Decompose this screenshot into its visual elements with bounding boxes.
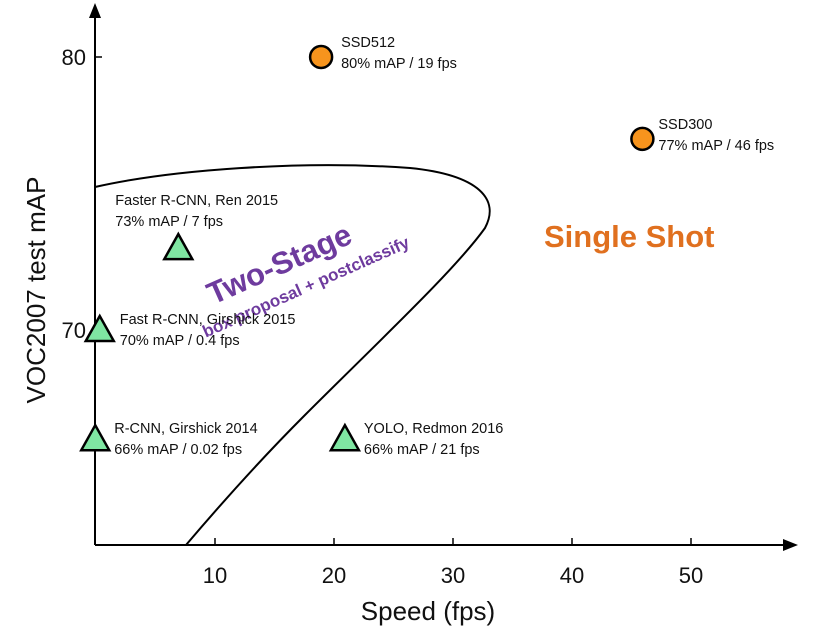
two-stage-boundary (94, 164, 491, 546)
single-shot-region-label: Single Shot (544, 219, 715, 254)
point-marker-yolo (328, 422, 362, 452)
x-tick-label: 40 (560, 563, 584, 588)
point-label-fast-r-cnn: 70% mAP / 0.4 fps (120, 333, 240, 349)
x-ticks: 10 20 30 40 50 (203, 538, 703, 588)
point-label-r-cnn: 66% mAP / 0.02 fps (114, 442, 242, 458)
point-label-yolo: 66% mAP / 21 fps (364, 442, 480, 458)
x-tick-label: 20 (322, 563, 346, 588)
point-label-ssd300: SSD300 (658, 117, 712, 133)
point-label-ssd300: 77% mAP / 46 fps (658, 138, 774, 154)
point-marker-r-cnn (79, 422, 112, 452)
x-axis-title: Speed (fps) (361, 596, 495, 626)
point-label-r-cnn: R-CNN, Girshick 2014 (114, 421, 257, 437)
x-axis-arrow (783, 539, 798, 551)
x-tick-label: 30 (441, 563, 465, 588)
data-points: SSD512 80% mAP / 19 fps SSD300 77% mAP / 46… (79, 35, 774, 458)
point-marker-ssd300 (630, 126, 655, 152)
y-axis-title: VOC2007 test mAP (21, 177, 51, 404)
point-label-ssd512: SSD512 (341, 35, 395, 51)
axes (89, 3, 798, 551)
y-ticks: 80 70 (62, 45, 102, 343)
point-marker-faster-r-cnn (162, 231, 195, 261)
point-label-ssd512: 80% mAP / 19 fps (341, 56, 457, 72)
point-marker-fast-r-cnn (83, 313, 116, 343)
point-marker-ssd512 (308, 44, 334, 70)
x-tick-label: 50 (679, 563, 703, 588)
point-label-fast-r-cnn: Fast R-CNN, Girshick 2015 (120, 312, 296, 328)
point-label-faster-r-cnn: 73% mAP / 7 fps (115, 214, 223, 230)
y-axis-arrow (89, 3, 101, 18)
point-label-yolo: YOLO, Redmon 2016 (364, 421, 503, 437)
x-tick-label: 10 (203, 563, 227, 588)
point-label-faster-r-cnn: Faster R-CNN, Ren 2015 (115, 193, 278, 209)
y-tick-label: 70 (62, 318, 86, 343)
y-tick-label: 80 (62, 45, 86, 70)
